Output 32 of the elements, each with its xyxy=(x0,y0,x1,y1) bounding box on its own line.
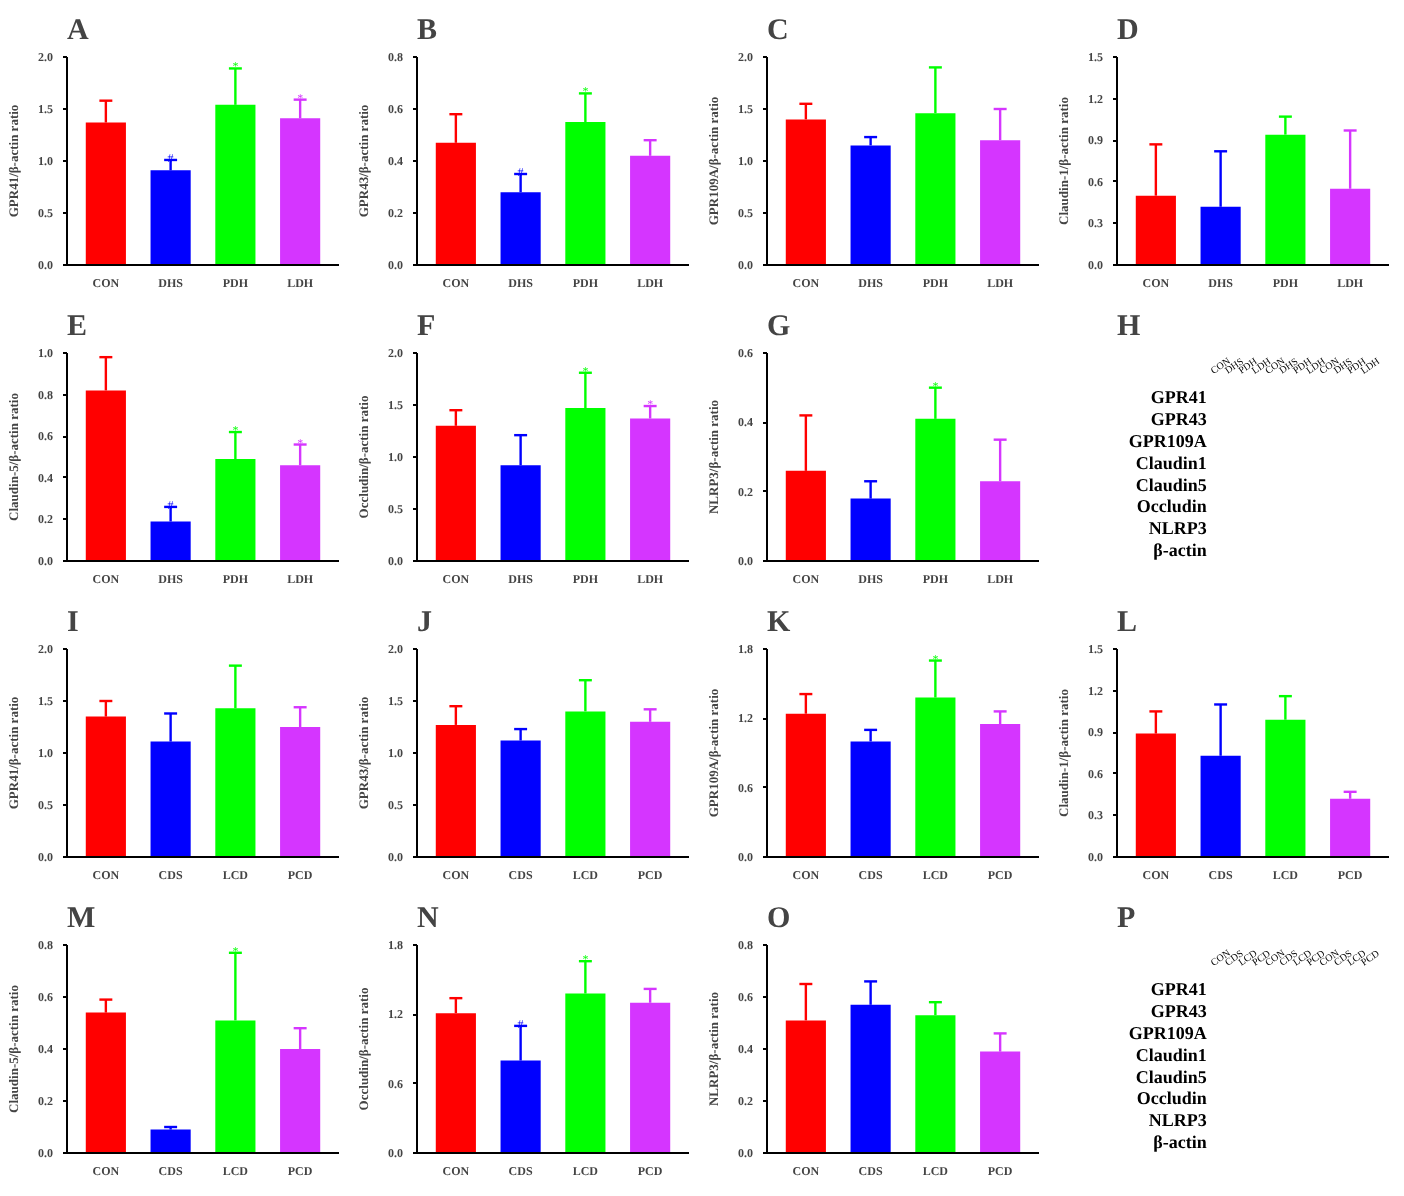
category-label: GPR43 xyxy=(1150,1001,1207,1022)
category-label: Claudin1 xyxy=(1135,1044,1207,1065)
chart-title: K xyxy=(767,607,791,639)
chart-title: I xyxy=(67,607,79,639)
category-label: β-actin xyxy=(1153,1132,1207,1153)
chart-title: D xyxy=(1117,15,1139,47)
category-label: GPR43 xyxy=(1150,409,1207,430)
category-label: Occludin xyxy=(1136,496,1207,517)
chart-title: M xyxy=(67,903,96,935)
category-label: Claudin1 xyxy=(1135,452,1207,473)
category-label: GPR41 xyxy=(1150,979,1207,1000)
chart-title: L xyxy=(1117,607,1138,639)
chart-title: C xyxy=(767,15,789,47)
chart-title: N xyxy=(417,903,439,935)
category-label: Claudin5 xyxy=(1135,1066,1207,1087)
category-label: Claudin5 xyxy=(1135,474,1207,495)
category-label: NLRP3 xyxy=(1148,1110,1207,1131)
text: H xyxy=(1117,311,1141,343)
category-label: GPR41 xyxy=(1150,387,1207,408)
chart-title: F xyxy=(417,311,436,343)
category-label: GPR109A xyxy=(1128,1022,1207,1043)
text: P xyxy=(1117,903,1136,935)
category-label: β-actin xyxy=(1153,540,1207,561)
chart-title: O xyxy=(767,903,791,935)
chart-title: J xyxy=(417,607,433,639)
category-label: GPR109A xyxy=(1128,430,1207,451)
category-label: NLRP3 xyxy=(1148,518,1207,539)
chart-title: A xyxy=(67,15,89,47)
category-label: Occludin xyxy=(1136,1088,1207,1109)
chart-title: E xyxy=(67,311,88,343)
chart-title: G xyxy=(767,311,791,343)
chart-title: B xyxy=(417,15,438,47)
